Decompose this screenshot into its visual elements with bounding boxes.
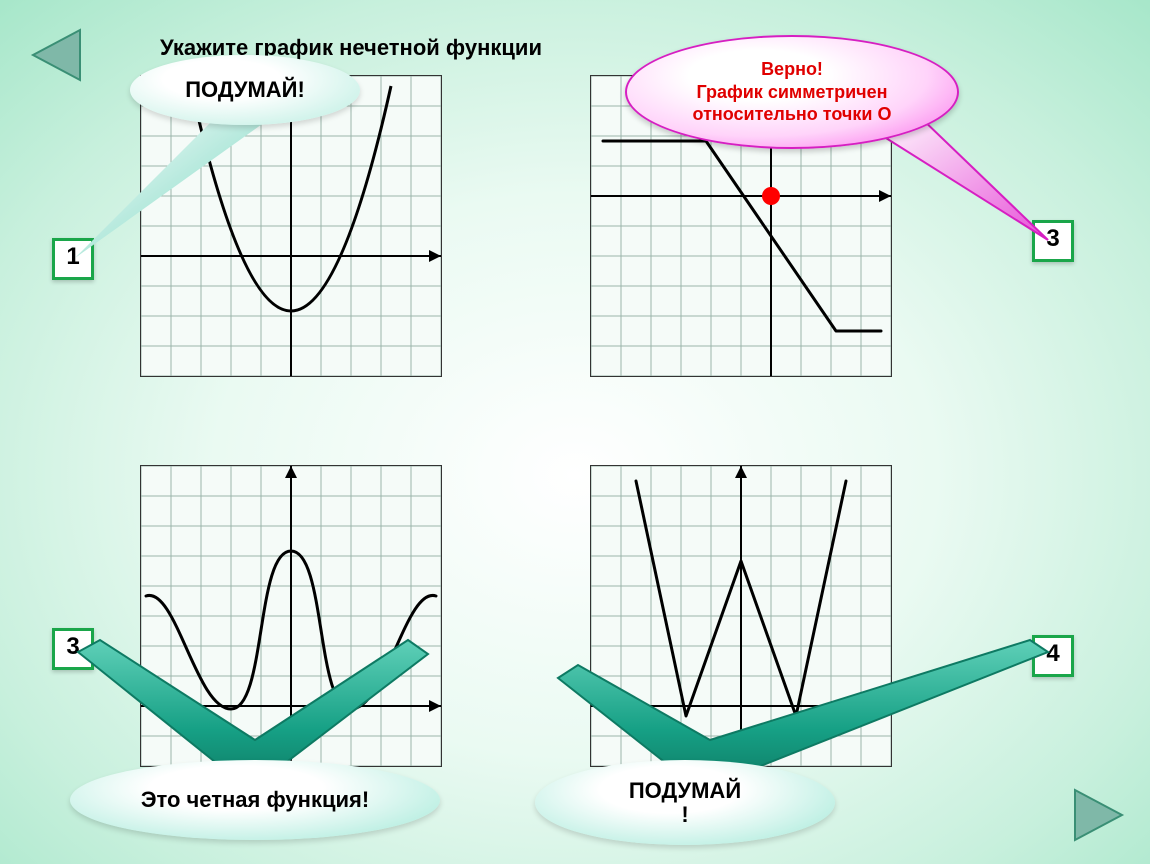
callout-tails [0, 0, 1150, 864]
callout-correct-line1: Верно! [761, 58, 823, 81]
callout-think-1: ПОДУМАЙ! [130, 55, 360, 125]
callout-think-1-text: ПОДУМАЙ! [185, 77, 305, 103]
callout-correct-line3: относительно точки О [693, 103, 892, 126]
callout-think-4: ПОДУМАЙ! [535, 760, 835, 845]
callout-correct: Верно! График симметричен относительно т… [625, 35, 959, 149]
callout-think-4-text: ПОДУМАЙ! [629, 779, 741, 825]
callout-correct-line2: График симметричен [696, 81, 887, 104]
callout-even-function: Это четная функция! [70, 760, 440, 840]
callout-even-text: Это четная функция! [141, 787, 369, 813]
slide-stage: Укажите график нечетной функции 1 3 3 4 [0, 0, 1150, 864]
